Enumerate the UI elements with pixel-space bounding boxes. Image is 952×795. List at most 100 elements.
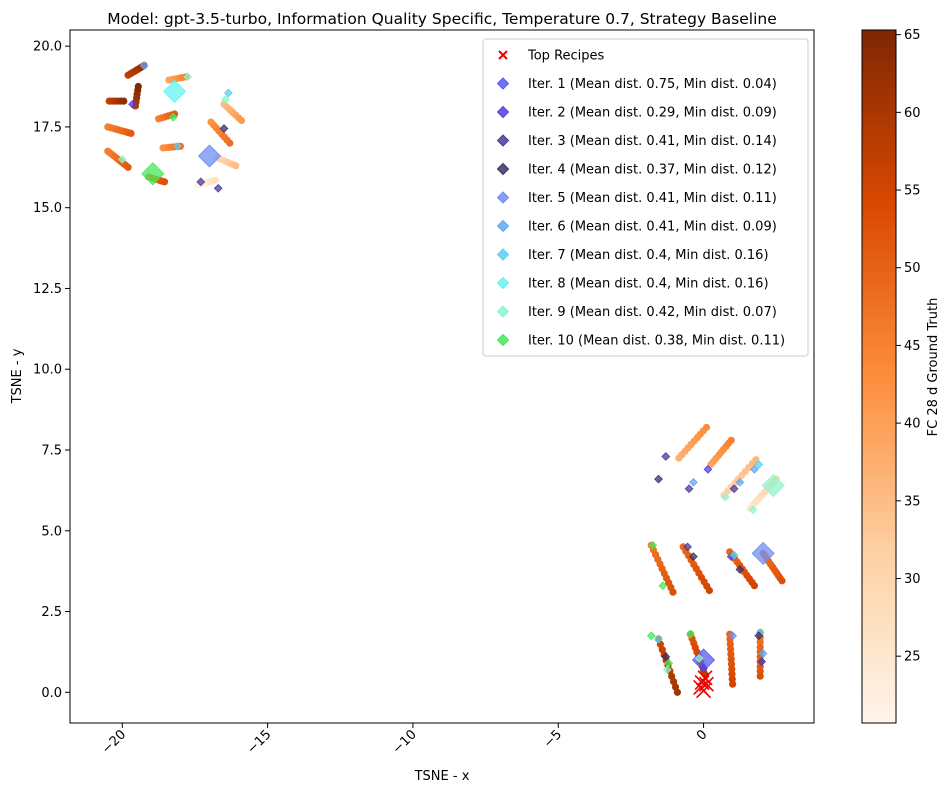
iteration-4-marker	[754, 631, 764, 641]
iteration-4-marker	[689, 552, 698, 561]
ground-truth-point	[705, 586, 714, 595]
ground-truth-point	[673, 688, 682, 696]
colorbar-tick-label: 30	[904, 572, 921, 587]
iteration-9-marker	[720, 492, 730, 502]
iteration-10-marker	[686, 629, 695, 639]
y-tick-label: 15.0	[33, 201, 62, 216]
top-recipe-marker	[697, 670, 713, 686]
y-tick-label: 12.5	[33, 282, 62, 297]
legend-marker	[496, 276, 510, 290]
colorbar-tick-label: 50	[904, 261, 921, 276]
iteration-3-marker	[683, 542, 692, 552]
y-tick-label: 10.0	[33, 363, 62, 378]
legend-label: Iter. 6 (Mean dist. 0.41, Min dist. 0.09…	[528, 220, 777, 235]
y-tick-label: 17.5	[33, 120, 62, 135]
iteration-10-marker	[141, 162, 165, 186]
iteration-7-marker	[224, 88, 233, 98]
iteration-4-marker	[654, 474, 663, 484]
legend-label: Iter. 7 (Mean dist. 0.4, Min dist. 0.16)	[528, 248, 769, 263]
y-tick-label: 20.0	[33, 40, 62, 55]
y-tick-label: 0.0	[41, 686, 62, 701]
iteration-9-marker	[117, 154, 127, 164]
ground-truth-point	[124, 163, 132, 171]
iteration-2-marker	[703, 465, 713, 474]
iteration-markers	[117, 61, 785, 675]
legend-marker	[498, 50, 508, 60]
legend-label: Iter. 2 (Mean dist. 0.29, Min dist. 0.09…	[528, 106, 777, 121]
iteration-6-marker	[735, 477, 745, 487]
iteration-6-marker	[758, 649, 768, 658]
ground-truth-point	[134, 82, 142, 91]
ground-truth-point	[160, 178, 169, 186]
ground-truth-point	[670, 678, 678, 686]
legend-box	[482, 38, 809, 357]
iteration-7-marker	[654, 634, 663, 644]
iteration-4-marker	[661, 652, 671, 662]
legend-label: Iter. 1 (Mean dist. 0.75, Min dist. 0.04…	[528, 77, 777, 92]
legend-label: Iter. 4 (Mean dist. 0.37, Min dist. 0.12…	[528, 163, 777, 178]
iteration-3-marker	[684, 484, 694, 494]
ground-truth-point	[727, 436, 735, 444]
iteration-4-marker	[219, 124, 229, 133]
iteration-3-marker	[729, 484, 739, 494]
ground-truth-point	[778, 577, 786, 585]
iteration-8-marker	[163, 79, 187, 103]
iteration-7-marker	[754, 460, 764, 469]
colorbar-label: FC 28 d Ground Truth	[926, 298, 941, 437]
top-recipe-marker	[694, 675, 710, 691]
iteration-6-marker	[750, 465, 759, 474]
legend-marker	[496, 305, 510, 318]
x-tick-label: −10	[390, 727, 420, 757]
iteration-9-marker	[662, 665, 672, 675]
x-tick-label: 0	[694, 727, 710, 743]
iteration-10-marker	[648, 540, 658, 550]
ground-truth-point	[702, 423, 711, 431]
top-recipe-markers	[693, 670, 715, 699]
ground-truth-point	[237, 116, 246, 125]
iteration-10-marker	[168, 112, 178, 122]
legend: Top Recipes Iter. 1 (Mean dist. 0.75, Min…	[482, 38, 809, 357]
legend-label: Iter. 3 (Mean dist. 0.41, Min dist. 0.14…	[528, 134, 777, 149]
x-tick-label: −15	[244, 727, 274, 757]
ground-truth-point	[756, 672, 764, 680]
ground-truth-point	[226, 139, 234, 147]
iteration-6-marker	[689, 477, 698, 487]
ground-truth-point	[127, 129, 135, 137]
ground-truth-point	[669, 588, 677, 596]
legend-label: Iter. 10 (Mean dist. 0.38, Min dist. 0.1…	[528, 334, 785, 349]
legend-label: Iter. 9 (Mean dist. 0.42, Min dist. 0.07…	[528, 305, 777, 320]
legend-label: Iter. 5 (Mean dist. 0.41, Min dist. 0.11…	[528, 191, 777, 206]
colorbar-tick-label: 65	[904, 28, 921, 43]
y-axis-label: TSNE - y	[10, 348, 25, 404]
iteration-3-marker	[213, 183, 223, 193]
iteration-7-marker	[729, 550, 739, 560]
legend-marker	[496, 134, 510, 147]
ground-truth-point	[729, 680, 737, 688]
x-axis: −20 −15 −10 −5 0	[99, 723, 710, 757]
colorbar-tick-label: 55	[904, 184, 921, 199]
legend-label: Top Recipes	[527, 49, 605, 64]
ground-truth-point	[211, 176, 219, 184]
legend-marker	[496, 105, 510, 119]
iteration-5-marker	[751, 541, 775, 565]
iteration-5-marker	[197, 144, 222, 168]
colorbar-tick-label: 35	[904, 494, 921, 509]
legend-marker	[496, 219, 510, 233]
legend-marker	[496, 333, 510, 347]
iteration-9-marker	[761, 473, 785, 498]
x-tick-label: −5	[541, 727, 565, 751]
iteration-4-marker	[735, 565, 745, 574]
top-recipe-marker	[693, 679, 709, 696]
legend-marker	[496, 162, 510, 176]
y-axis: 0.0 2.5 5.0 7.5 10.0 12.5 15.0 17.5 20.0	[33, 40, 70, 701]
iteration-9-marker	[221, 95, 230, 104]
x-axis-label: TSNE - x	[414, 769, 470, 784]
ground-truth-point	[750, 582, 759, 590]
colorbar-tick-label: 45	[904, 339, 921, 354]
colorbar-tick-label: 60	[904, 106, 921, 121]
legend-marker	[496, 77, 510, 90]
iteration-2-marker	[699, 663, 708, 673]
chart-title: Model: gpt-3.5-turbo, Information Qualit…	[107, 10, 777, 28]
iteration-3-marker	[757, 657, 767, 666]
